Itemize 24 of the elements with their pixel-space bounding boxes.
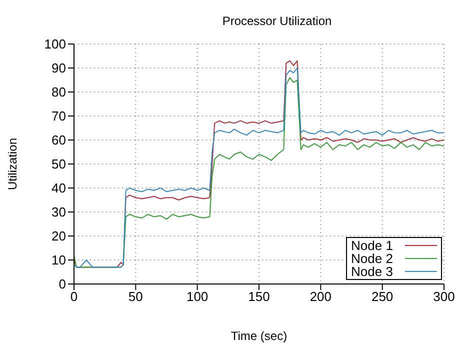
chart-title: Processor Utilization	[221, 14, 333, 28]
y-tick-label: 90	[52, 60, 66, 76]
y-tick-label: 10	[52, 252, 66, 268]
x-axis-title: Time (sec)	[230, 329, 288, 343]
legend-label: Node 1	[351, 238, 394, 253]
x-tick-label: 200	[310, 289, 332, 304]
y-tick-label: 100	[44, 36, 66, 52]
y-tick-label: 0	[58, 276, 66, 292]
y-tick-label: 30	[52, 204, 66, 220]
x-tick-label: 0	[70, 289, 78, 304]
x-tick-label: 50	[128, 289, 143, 304]
y-axis-title: Utilization	[5, 138, 20, 190]
x-tick-label: 150	[248, 289, 270, 304]
x-tick-label: 300	[433, 289, 455, 304]
legend-label: Node 3	[351, 264, 394, 279]
x-tick-label: 250	[371, 289, 394, 304]
y-tick-label: 60	[52, 132, 66, 148]
y-tick-label: 50	[52, 156, 66, 172]
legend-label: Node 2	[351, 251, 394, 266]
y-tick-label: 70	[52, 108, 66, 124]
y-tick-label: 40	[52, 180, 66, 196]
y-tick-label: 20	[52, 228, 66, 244]
x-tick-label: 100	[186, 289, 208, 304]
y-tick-label: 80	[52, 84, 66, 100]
